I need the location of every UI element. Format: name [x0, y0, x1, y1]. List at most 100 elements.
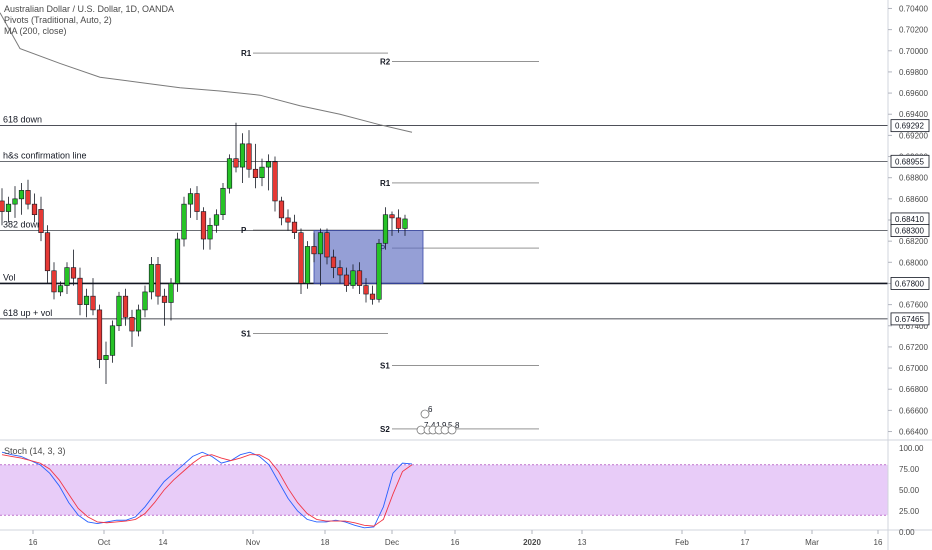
candle-body [116, 295, 122, 327]
candle-body [317, 232, 324, 255]
candle-body [0, 200, 5, 212]
candle-body [213, 214, 220, 226]
candle-body [77, 277, 83, 305]
pivot-label: R1 [241, 49, 252, 58]
pivot-label: R2 [380, 57, 391, 66]
price-pane[interactable]: 618 down h&s confirmation line 382 down Vol… [0, 12, 888, 435]
candle-body [343, 274, 350, 286]
pivot-label: P [241, 226, 247, 235]
price-tag-label: 0.68300 [895, 227, 924, 236]
candle-body [233, 158, 239, 168]
price-tick-label: 0.67600 [899, 301, 928, 310]
time-tick-label: 16 [874, 538, 883, 547]
horizontal-line-label: 618 up + vol [3, 308, 52, 318]
candle-body [135, 309, 142, 332]
event-flag-icon [420, 409, 430, 419]
stoch-tick-label: 100.00 [899, 444, 924, 453]
candle-body [155, 264, 161, 297]
price-tick-label: 0.70200 [899, 26, 928, 35]
pivot-label: S2 [380, 425, 390, 434]
time-tick-label: Dec [385, 538, 399, 547]
legend-stoch: Stoch (14, 3, 3) [4, 446, 66, 456]
candle-body [278, 200, 285, 219]
candle-body [369, 293, 376, 300]
price-tag-label: 0.69292 [895, 122, 924, 131]
time-tick-label: 18 [321, 538, 330, 547]
price-tick-label: 0.66400 [899, 428, 928, 437]
price-tick-label: 0.69600 [899, 89, 928, 98]
candle-body [44, 232, 51, 272]
candle-body [51, 270, 57, 293]
price-tag [890, 312, 930, 326]
horizontal-line-label: h&s confirmation line [3, 150, 87, 160]
event-marker-label: 9 [442, 421, 447, 430]
candle-body [220, 187, 226, 216]
time-tick-label: 16 [29, 538, 38, 547]
candle-body [148, 264, 155, 293]
time-tick-label: Nov [246, 538, 260, 547]
candle-body [161, 295, 168, 303]
candle-body [200, 211, 207, 240]
price-tag [890, 277, 930, 290]
event-marker-label: 1 [436, 421, 441, 430]
stochastic-pane[interactable] [0, 451, 888, 529]
price-tick-label: 0.70000 [899, 47, 928, 56]
candle-body [304, 246, 311, 284]
event-marker-label: 5 [448, 421, 453, 430]
candle-body [298, 232, 304, 284]
price-tick-label: 0.68800 [899, 174, 928, 183]
price-tag-label: 0.67800 [895, 279, 924, 288]
horizontal-line-label: Vol [3, 272, 16, 282]
candle-body [285, 217, 291, 223]
candle-body [259, 166, 265, 178]
price-tag-label: 0.68955 [895, 157, 924, 166]
candle-body [142, 291, 148, 311]
candle-body [187, 193, 194, 205]
event-marker-label: 7 [424, 421, 429, 430]
legend-pivots: Pivots (Traditional, Auto, 2) [4, 15, 112, 25]
candle-body [109, 325, 116, 356]
candle-body [103, 355, 109, 360]
price-tick-label: 0.67200 [899, 343, 928, 352]
candle-body [402, 218, 408, 229]
candle-body [395, 217, 402, 229]
candle-body [272, 161, 278, 202]
price-tick-label: 0.67400 [899, 322, 928, 331]
time-tick-label: 16 [451, 538, 460, 547]
candle-body [181, 203, 187, 240]
price-tick-label: 0.69400 [899, 110, 928, 119]
candle-body [96, 309, 103, 360]
price-tick-label: 0.68600 [899, 195, 928, 204]
candle-body [38, 209, 44, 233]
candle-body [18, 190, 25, 200]
price-tag [890, 154, 930, 168]
candle-body [129, 317, 135, 332]
price-tick-label: 0.66800 [899, 385, 928, 394]
ma-200-line [0, 12, 413, 133]
candle-body [246, 143, 252, 170]
price-tick-label: 0.67000 [899, 364, 928, 373]
candle-body [324, 232, 330, 258]
price-tick-label: 0.69800 [899, 68, 928, 77]
event-marker-label: 4 [431, 421, 436, 430]
event-flag-icon [447, 425, 457, 435]
candle-body [382, 214, 389, 244]
price-tag-label: 0.67465 [895, 315, 924, 324]
stoch-tick-label: 25.00 [899, 507, 920, 516]
price-tag-label: 0.68410 [895, 215, 924, 224]
candle-body [12, 198, 18, 205]
candle-body [194, 193, 200, 212]
price-tick-label: 0.69200 [899, 131, 928, 140]
stoch-band [0, 464, 888, 516]
candle-body [363, 285, 369, 295]
time-tick-label: 17 [741, 538, 750, 547]
candle-body [389, 214, 395, 219]
price-tag [890, 224, 930, 237]
candle-body [83, 295, 90, 305]
candle-body [31, 203, 38, 216]
time-tick-label: 13 [578, 538, 587, 547]
legend-symbol: Australian Dollar / U.S. Dollar, 1D, OAN… [4, 4, 174, 14]
time-tick-label: 14 [159, 538, 168, 547]
price-tick-label: 0.70400 [899, 4, 928, 13]
